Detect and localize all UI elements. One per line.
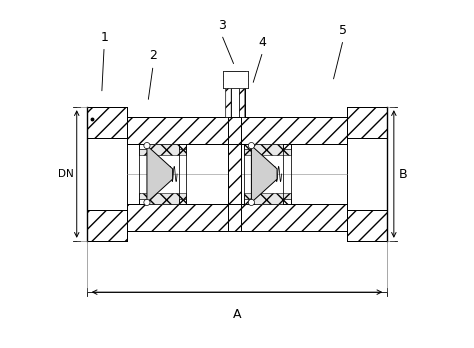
Polygon shape — [347, 107, 387, 138]
Text: 2: 2 — [149, 49, 157, 62]
Polygon shape — [139, 193, 186, 204]
Polygon shape — [139, 144, 186, 155]
Polygon shape — [228, 144, 241, 204]
Polygon shape — [244, 193, 291, 204]
Circle shape — [248, 199, 255, 206]
Polygon shape — [244, 199, 251, 204]
Bar — [223, 71, 247, 88]
Text: DN: DN — [58, 169, 74, 179]
Polygon shape — [251, 145, 277, 203]
Polygon shape — [283, 144, 291, 149]
Text: 4: 4 — [259, 35, 266, 49]
Polygon shape — [147, 145, 173, 203]
Text: 3: 3 — [218, 18, 226, 32]
Polygon shape — [228, 118, 241, 144]
Polygon shape — [239, 71, 245, 118]
Polygon shape — [127, 118, 347, 144]
Polygon shape — [283, 199, 291, 204]
Polygon shape — [347, 210, 387, 241]
Polygon shape — [244, 144, 251, 149]
Text: B: B — [399, 167, 408, 181]
Polygon shape — [244, 144, 291, 155]
Circle shape — [144, 142, 150, 149]
Polygon shape — [228, 204, 241, 230]
Text: A: A — [233, 308, 241, 321]
Polygon shape — [179, 199, 186, 204]
Polygon shape — [87, 107, 127, 138]
Text: 5: 5 — [339, 24, 347, 37]
Polygon shape — [127, 204, 347, 230]
Polygon shape — [179, 144, 186, 149]
Polygon shape — [226, 71, 231, 118]
Polygon shape — [87, 210, 127, 241]
Circle shape — [248, 142, 255, 149]
Polygon shape — [139, 199, 147, 204]
Text: 1: 1 — [100, 31, 108, 44]
Circle shape — [144, 199, 150, 206]
Polygon shape — [139, 144, 147, 149]
